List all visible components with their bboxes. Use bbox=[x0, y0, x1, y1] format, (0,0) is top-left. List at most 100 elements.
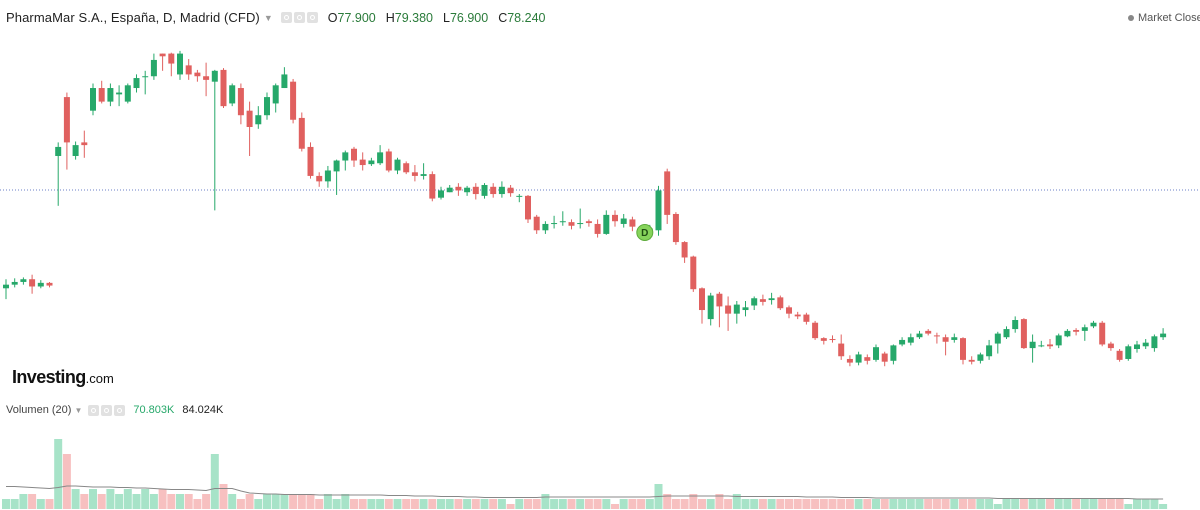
volume-bar bbox=[785, 499, 793, 509]
candle-body bbox=[777, 297, 784, 309]
candle-body bbox=[690, 256, 697, 290]
volume-bar bbox=[793, 499, 802, 509]
candle-body bbox=[177, 53, 183, 75]
candle-body bbox=[881, 353, 888, 362]
candle-body bbox=[333, 160, 340, 172]
volume-bar bbox=[245, 494, 254, 509]
volume-bar bbox=[1098, 499, 1107, 509]
volume-bar bbox=[898, 499, 907, 509]
gear-icon[interactable] bbox=[101, 404, 113, 416]
volume-bar bbox=[611, 504, 619, 509]
candle-body bbox=[1047, 344, 1053, 347]
candle-body bbox=[159, 53, 166, 57]
volume-bar bbox=[706, 499, 715, 509]
candle-body bbox=[916, 333, 923, 338]
candle-body bbox=[629, 219, 636, 227]
volume-bar bbox=[80, 494, 89, 509]
candle-body bbox=[1099, 322, 1106, 345]
volume-bar bbox=[210, 454, 219, 509]
volume-bar bbox=[1011, 499, 1020, 509]
candle-body bbox=[420, 174, 427, 176]
candle-body bbox=[846, 358, 853, 363]
volume-bar bbox=[680, 499, 689, 509]
volume-bar bbox=[236, 499, 245, 509]
volume-bar bbox=[497, 499, 506, 509]
volume-bar bbox=[828, 499, 837, 509]
candle-body bbox=[820, 338, 827, 341]
volume-bar bbox=[976, 499, 985, 509]
volume-bar bbox=[872, 499, 880, 509]
candle-body bbox=[90, 88, 96, 111]
volume-bar bbox=[384, 499, 393, 509]
candle-body bbox=[568, 222, 575, 226]
candle-body bbox=[98, 88, 105, 102]
volume-bar bbox=[28, 494, 37, 509]
candle-body bbox=[759, 299, 766, 302]
volume-bar bbox=[863, 499, 872, 509]
volume-bar bbox=[1133, 499, 1141, 509]
volume-bar bbox=[932, 499, 941, 509]
volume-bar bbox=[1080, 499, 1089, 509]
candle-body bbox=[942, 337, 949, 342]
chevron-down-icon[interactable]: ▼ bbox=[263, 12, 273, 23]
candle-body bbox=[1116, 350, 1123, 360]
volume-bar bbox=[254, 499, 263, 509]
volume-bar bbox=[959, 499, 967, 509]
candle-body bbox=[438, 190, 444, 198]
candle-body bbox=[707, 295, 714, 320]
candle-body bbox=[1160, 333, 1167, 338]
candle-body bbox=[899, 339, 906, 345]
candle-body bbox=[37, 282, 44, 287]
volume-bar bbox=[698, 499, 706, 509]
candle-body bbox=[873, 347, 879, 360]
candle-body bbox=[237, 88, 244, 116]
close-icon[interactable] bbox=[306, 12, 318, 23]
candle-body bbox=[55, 146, 62, 156]
volume-bar bbox=[19, 494, 28, 509]
volume-bar bbox=[123, 489, 132, 509]
candle-body bbox=[81, 142, 88, 146]
volume-bar bbox=[602, 499, 611, 509]
market-status: Market Closed bbox=[1128, 12, 1200, 24]
volume-header: Volumen (20) ▼ 70.803K 84.024K bbox=[6, 404, 223, 416]
candle-body bbox=[281, 74, 288, 89]
volume-bar bbox=[367, 499, 376, 509]
candle-body bbox=[150, 59, 157, 77]
candle-body bbox=[1038, 345, 1045, 347]
volume-bar bbox=[167, 494, 176, 509]
candle-body bbox=[264, 97, 270, 116]
candle-body bbox=[1003, 329, 1010, 338]
candle-body bbox=[786, 307, 792, 314]
volume-bar bbox=[689, 494, 698, 509]
volume-bar bbox=[437, 499, 445, 509]
candle-body bbox=[542, 223, 549, 231]
volume-bar bbox=[993, 504, 1002, 509]
gear-icon[interactable] bbox=[293, 12, 305, 23]
eye-icon[interactable] bbox=[88, 404, 100, 416]
volume-bar bbox=[323, 494, 332, 509]
candle-body bbox=[342, 152, 349, 161]
candle-body bbox=[394, 159, 401, 171]
volume-ma-line bbox=[6, 485, 1164, 500]
volume-bar bbox=[54, 439, 63, 509]
candle-body bbox=[455, 186, 462, 191]
volume-bar bbox=[724, 499, 733, 509]
volume-value: 70.803K bbox=[133, 404, 175, 416]
volume-bar bbox=[1124, 504, 1133, 509]
candle-body bbox=[481, 184, 488, 196]
volume-bar bbox=[141, 489, 150, 509]
candle-body bbox=[838, 343, 845, 357]
candle-body bbox=[655, 190, 662, 231]
candle-body bbox=[1020, 319, 1027, 349]
volume-bar bbox=[297, 494, 306, 509]
volume-bar bbox=[89, 489, 97, 509]
volume-bar bbox=[924, 499, 933, 509]
candle-body bbox=[1012, 320, 1019, 330]
candle-body bbox=[1073, 329, 1080, 332]
chevron-down-icon[interactable]: ▼ bbox=[74, 405, 83, 415]
close-icon[interactable] bbox=[114, 404, 126, 416]
status-dot-icon bbox=[1128, 15, 1134, 22]
candle-body bbox=[977, 354, 984, 361]
eye-icon[interactable] bbox=[280, 12, 292, 23]
